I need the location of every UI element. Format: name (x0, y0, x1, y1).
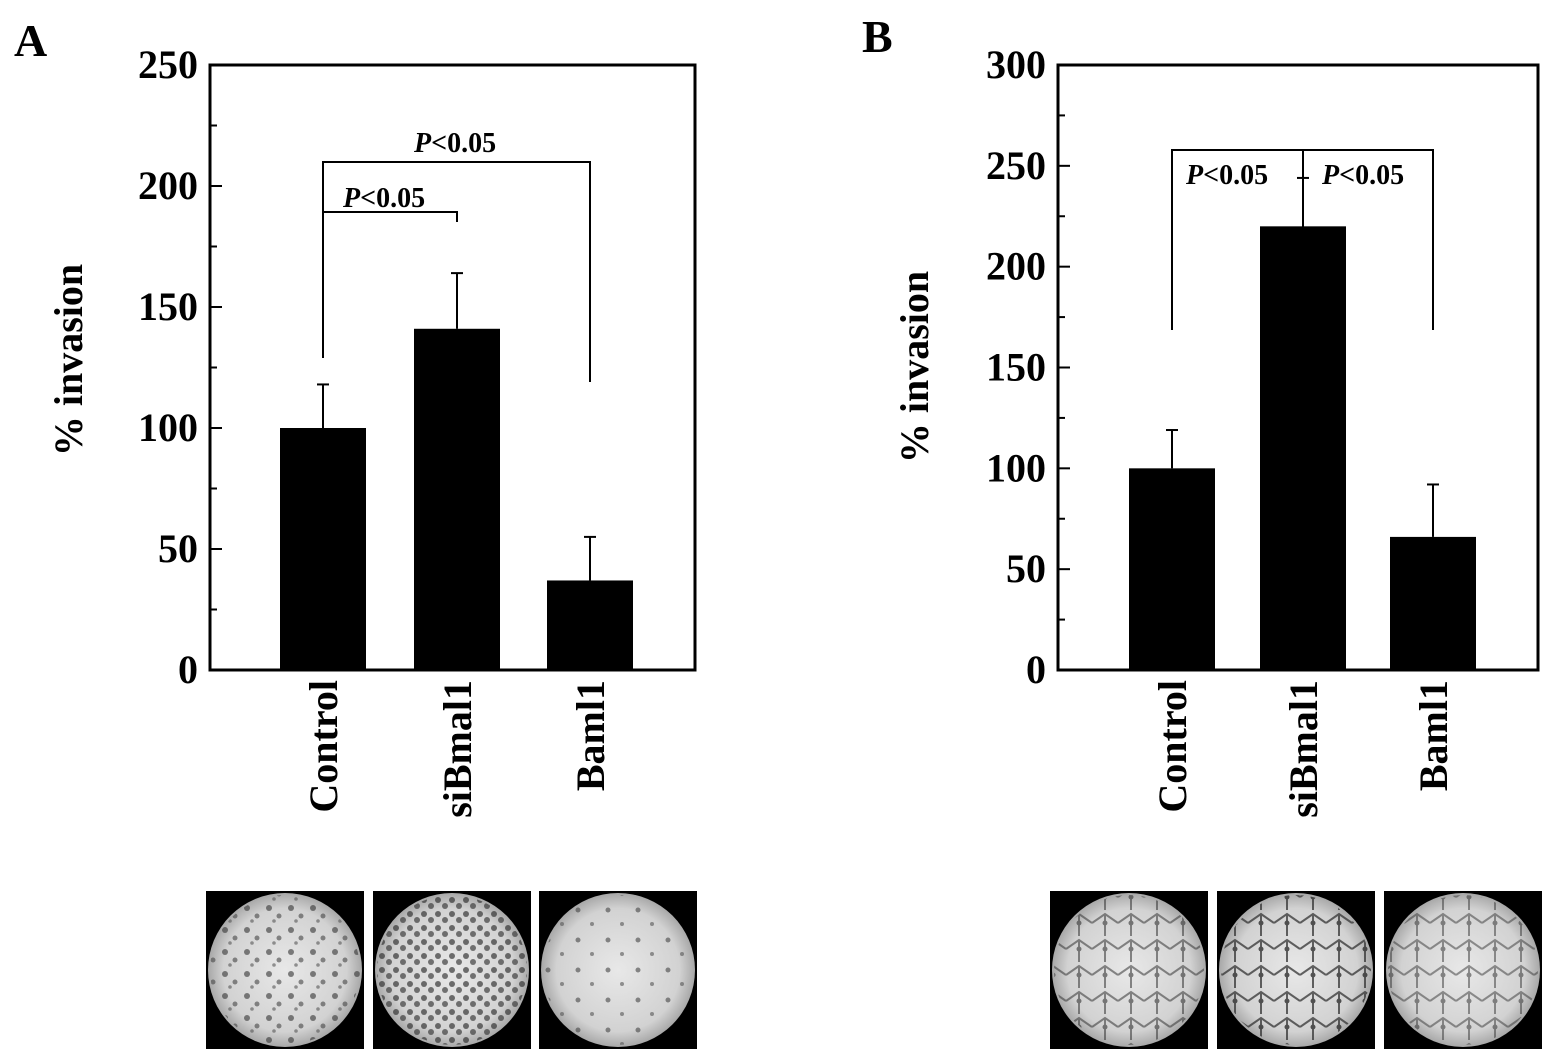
y-tick-label: 250 (138, 42, 198, 87)
y-tick-label: 0 (178, 647, 198, 692)
invasion-images-b (1050, 891, 1542, 1049)
y-tick-label: 200 (986, 244, 1046, 289)
y-axis-label: % invasion (892, 271, 937, 463)
significance-bracket (1302, 149, 1434, 330)
panel-letter-a: A (14, 15, 47, 66)
y-tick-label: 150 (986, 345, 1046, 390)
p-value-label: P<0.05 (342, 183, 425, 214)
chart-panel-b: 0 50 100 150 200 250 300 % invasion Control siBma… (892, 42, 1540, 818)
y-tick-label: 100 (986, 445, 1046, 490)
p-value-label: P<0.05 (1185, 160, 1268, 191)
bar-control (1129, 468, 1215, 670)
y-tick-label: 50 (1006, 546, 1046, 591)
significance-bracket (322, 161, 591, 382)
category-label: Baml1 (568, 680, 613, 791)
p-value-label: P<0.05 (1321, 160, 1404, 191)
chart-panel-a: 0 50 100 150 200 250 % invasion Control siBmal1 B… (46, 42, 697, 818)
significance-bracket (322, 211, 458, 242)
p-value-label: P<0.05 (413, 128, 496, 159)
category-label: Control (301, 680, 346, 813)
y-tick-label: 0 (1026, 647, 1046, 692)
y-axis-label: % invasion (46, 264, 91, 456)
y-tick-label: 200 (138, 163, 198, 208)
invasion-images-a (206, 891, 697, 1049)
bar-sibmal1 (414, 328, 500, 670)
category-label: siBmal1 (1281, 680, 1326, 818)
bar-baml1 (547, 580, 633, 670)
y-tick-label: 250 (986, 143, 1046, 188)
y-tick-label: 150 (138, 284, 198, 329)
y-tick-label: 100 (138, 405, 198, 450)
bar-baml1 (1390, 536, 1476, 670)
category-label: siBmal1 (435, 680, 480, 818)
y-tick-label: 300 (986, 42, 1046, 87)
category-label: Baml1 (1411, 680, 1456, 791)
category-label: Control (1150, 680, 1195, 813)
y-tick-label: 50 (158, 526, 198, 571)
bar-control (280, 428, 366, 670)
panel-letter-b: B (862, 11, 893, 62)
